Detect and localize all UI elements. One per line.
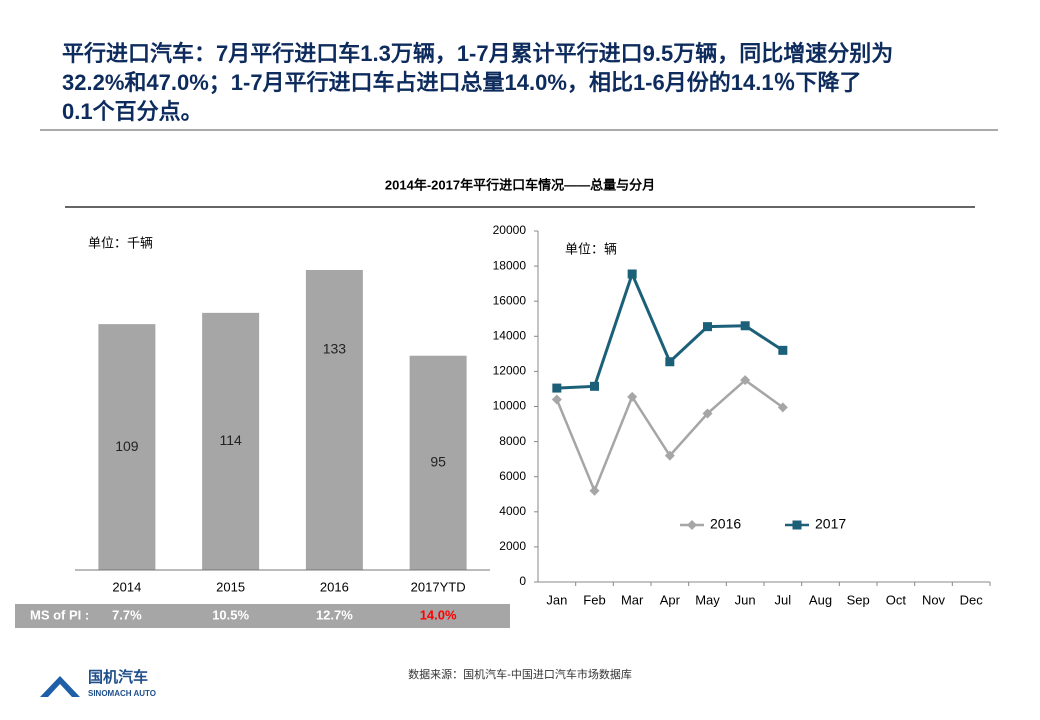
bar-value-label: 109	[115, 438, 139, 454]
logo-text: 国机汽车	[88, 668, 148, 686]
source: 数据来源：国机汽车-中国进口汽车市场数据库	[408, 667, 632, 681]
share-row	[15, 604, 510, 628]
marker	[665, 357, 675, 367]
marker	[792, 520, 802, 530]
y-tick-label: 4000	[499, 504, 526, 518]
share-label: MS of PI :	[30, 607, 89, 622]
x-tick-label: Dec	[960, 592, 984, 607]
x-tick-label: Jul	[775, 592, 792, 607]
x-tick-label: Feb	[583, 592, 605, 607]
marker	[664, 450, 675, 461]
x-tick-label: May	[695, 592, 720, 607]
bar	[409, 355, 467, 570]
share-value: 7.7%	[112, 607, 142, 622]
marker	[687, 520, 697, 530]
share-value: 10.5%	[212, 607, 249, 622]
y-tick-label: 12000	[493, 364, 527, 378]
share-value: 12.7%	[316, 607, 353, 622]
chart-title: 2014年-2017年平行进口车情况——总量与分月	[385, 177, 655, 192]
y-tick-label: 10000	[493, 399, 527, 413]
bar	[202, 312, 260, 570]
marker	[552, 383, 562, 393]
bar	[98, 324, 156, 570]
logo-text: SINOMACH AUTO	[88, 689, 156, 698]
x-tick-label: Jun	[735, 592, 756, 607]
x-tick-label: 2015	[216, 579, 245, 594]
marker	[551, 394, 562, 405]
x-tick-label: Apr	[660, 592, 681, 607]
logo: 国机汽车 SINOMACH AUTO	[40, 668, 156, 698]
y-tick-label: 2000	[499, 539, 526, 553]
marker	[590, 381, 599, 391]
x-tick-label: Sep	[847, 592, 870, 607]
y-tick-label: 18000	[493, 258, 527, 272]
marker	[702, 408, 713, 419]
bar-value-label: 95	[430, 454, 446, 470]
marker	[589, 485, 600, 496]
marker	[740, 375, 751, 386]
bar-value-label: 133	[323, 341, 347, 357]
share-value: 14.0%	[420, 607, 457, 622]
x-tick-label: Nov	[922, 592, 946, 607]
series-line	[555, 378, 784, 495]
y-tick-label: 16000	[493, 293, 527, 307]
x-tick-label: 2016	[320, 579, 349, 594]
title-line: 平行进口汽车：7月平行进口车1.3万辆，1-7月累计平行进口9.5万辆，同比增速…	[62, 41, 893, 66]
title-line: 32.2%和47.0%；1-7月平行进口车占进口总量14.0%，相比1-6月份的…	[62, 70, 862, 95]
title-line: 0.1个百分点。	[62, 99, 203, 124]
legend-label: 2017	[815, 516, 846, 532]
x-tick-label: 2017YTD	[411, 579, 466, 594]
x-tick-label: Mar	[621, 592, 644, 607]
y-tick-label: 20000	[493, 223, 527, 237]
bar	[305, 270, 363, 570]
x-tick-label: Aug	[809, 592, 832, 607]
logo-icon	[48, 684, 72, 697]
unit-label: 单位：辆	[565, 241, 617, 256]
y-tick-label: 14000	[493, 328, 527, 342]
y-tick-label: 8000	[499, 434, 526, 448]
legend-label: 2016	[710, 516, 741, 532]
bar-value-label: 114	[219, 432, 242, 448]
x-tick-label: Jan	[546, 592, 567, 607]
unit-label: 单位：千辆	[88, 235, 153, 250]
series-line	[556, 269, 784, 390]
x-tick-label: Oct	[886, 592, 907, 607]
y-tick-label: 0	[519, 574, 526, 588]
marker	[778, 345, 788, 355]
marker	[740, 321, 750, 331]
marker	[703, 322, 712, 332]
marker	[627, 269, 637, 279]
marker	[627, 391, 638, 402]
x-tick-label: 2014	[112, 579, 141, 594]
marker	[777, 402, 788, 413]
y-tick-label: 6000	[499, 469, 526, 483]
